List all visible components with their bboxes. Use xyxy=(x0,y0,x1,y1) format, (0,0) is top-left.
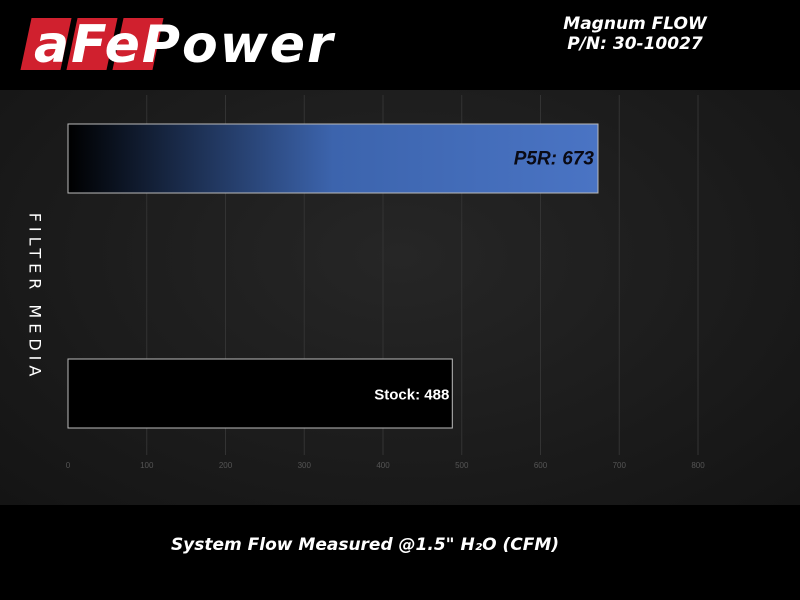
x-tick-label: 600 xyxy=(534,461,548,470)
x-tick-label: 0 xyxy=(66,461,71,470)
x-tick-label: 100 xyxy=(140,461,154,470)
x-tick-label: 300 xyxy=(298,461,312,470)
data-label: Stock: 488 xyxy=(374,387,449,404)
data-label: P5R: 673 xyxy=(514,149,595,170)
x-tick-label: 400 xyxy=(376,461,390,470)
x-tick-label: 700 xyxy=(613,461,627,470)
bar-stock xyxy=(67,358,453,429)
x-tick-label: 500 xyxy=(455,461,469,470)
x-axis-label: System Flow Measured @1.5" H₂O (CFM) xyxy=(170,535,560,555)
title-part-number: P/N: 30-10027 xyxy=(567,34,703,54)
bar-p5r xyxy=(67,123,599,194)
x-tick-label: 800 xyxy=(691,461,705,470)
x-tick-label: 200 xyxy=(219,461,233,470)
title-product: Magnum FLOW xyxy=(563,14,707,34)
footer xyxy=(0,505,800,600)
chart-title: Magnum FLOW P/N: 30-10027 xyxy=(540,14,730,54)
header: aFePower Magnum FLOW P/N: 30-10027 xyxy=(0,0,800,90)
afe-power-logo: aFePower xyxy=(16,14,350,76)
